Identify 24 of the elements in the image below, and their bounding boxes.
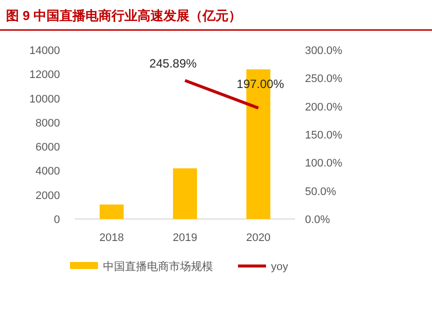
y2-tick-label: 0.0%: [305, 214, 330, 226]
x-tick-label: 2020: [246, 232, 271, 244]
y2-tick-label: 100.0%: [305, 158, 343, 170]
x-tick-label: 2019: [172, 232, 198, 244]
y2-tick-label: 250.0%: [305, 73, 343, 86]
y2-tick-label: 300.0%: [305, 45, 343, 57]
bar: [100, 204, 124, 219]
y-tick-label: 14000: [29, 45, 60, 57]
y2-tick-label: 150.0%: [305, 130, 343, 142]
legend-label: 中国直播电商市场规模: [103, 260, 213, 273]
y-tick-label: 6000: [36, 142, 60, 154]
y-tick-label: 12000: [29, 69, 60, 82]
y-tick-label: 4000: [36, 166, 60, 178]
y2-tick-label: 50.0%: [305, 186, 336, 198]
x-tick-label: 2018: [99, 232, 124, 244]
y2-tick-label: 200.0%: [305, 101, 343, 114]
bar: [173, 168, 197, 219]
data-label: 245.89%: [149, 56, 198, 70]
chart-title: 图 9 中国直播电商行业高速发展（亿元）: [6, 8, 242, 23]
y-tick-label: 10000: [29, 93, 60, 106]
legend-label: yoy: [271, 261, 289, 273]
y-tick-label: 8000: [36, 117, 60, 130]
y-tick-label: 0: [54, 214, 60, 226]
y-tick-label: 2000: [36, 190, 60, 202]
